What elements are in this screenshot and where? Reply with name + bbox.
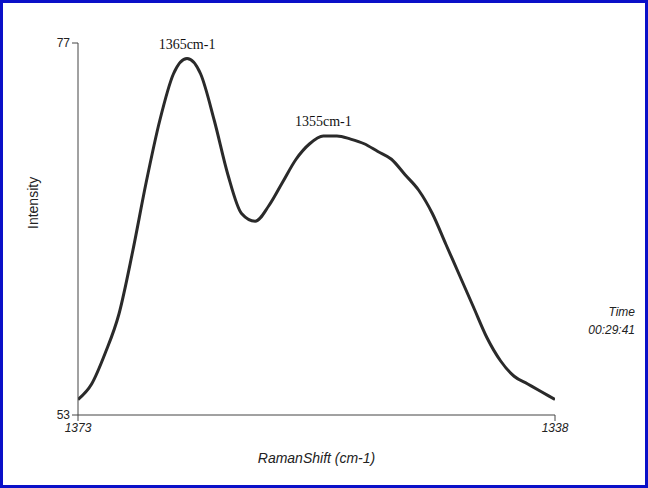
svg-text:1355cm-1: 1355cm-1 (295, 114, 352, 129)
svg-text:1373: 1373 (65, 421, 92, 435)
svg-text:Intensity: Intensity (25, 177, 41, 229)
svg-text:1365cm-1: 1365cm-1 (159, 37, 216, 52)
svg-text:53: 53 (57, 408, 71, 422)
svg-text:RamanShift (cm-1): RamanShift (cm-1) (258, 450, 375, 466)
html-text:Time: Time (608, 305, 635, 319)
svg-text:77: 77 (57, 36, 71, 50)
html-text:00:29:41: 00:29:41 (588, 323, 635, 337)
svg-text:1338: 1338 (542, 421, 569, 435)
